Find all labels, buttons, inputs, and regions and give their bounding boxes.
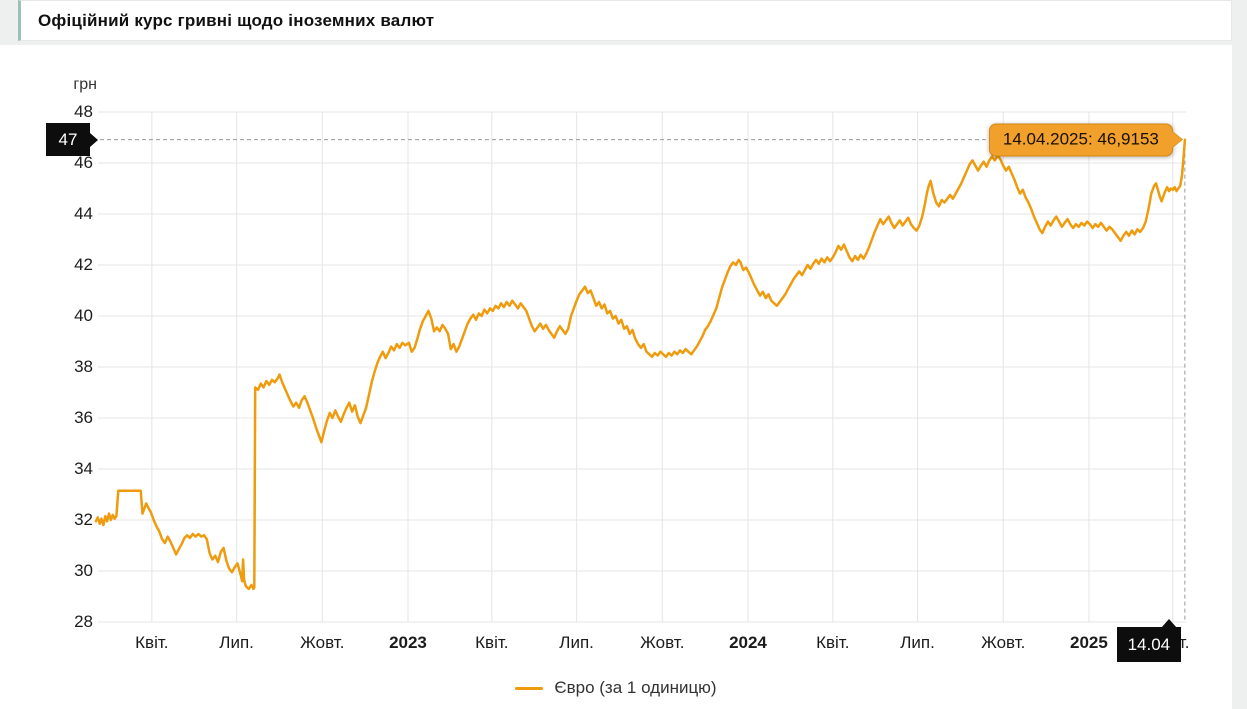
y-axis-tick: 32 <box>74 510 93 529</box>
y-axis-tick: 36 <box>74 408 93 427</box>
crosshair-x-label: 14.04 <box>1116 619 1181 662</box>
page-title: Офіційний курс гривні щодо іноземних вал… <box>38 10 435 30</box>
tooltip: 14.04.2025: 46,9153 <box>988 123 1173 157</box>
x-axis-tick: Квіт. <box>135 633 169 652</box>
y-axis-tick: 40 <box>74 306 93 325</box>
y-axis-unit-label: грн <box>73 76 97 93</box>
x-axis-tick: Квіт. <box>816 633 850 652</box>
x-axis-tick: Лип. <box>900 633 935 652</box>
y-axis-tick: 34 <box>74 459 93 478</box>
y-axis-tick: 48 <box>74 102 93 121</box>
x-axis-tick: 2023 <box>389 633 427 652</box>
x-axis-tick: Жовт. <box>640 633 685 652</box>
x-axis-tick: Лип. <box>559 633 594 652</box>
y-axis-tick: 44 <box>74 204 93 223</box>
x-axis-tick: Лип. <box>219 633 254 652</box>
y-axis-tick: 42 <box>74 255 93 274</box>
y-axis-tick: 30 <box>74 561 93 580</box>
x-axis-tick: Квіт. <box>475 633 509 652</box>
crosshair-y-label: 47 <box>46 123 98 157</box>
y-axis-tick: 46 <box>74 153 93 172</box>
legend-label: Євро (за 1 одиницю) <box>554 678 717 697</box>
y-axis-tick: 28 <box>74 612 93 631</box>
legend: Євро (за 1 одиницю) <box>0 678 1232 698</box>
x-axis-tick: Жовт. <box>981 633 1026 652</box>
x-axis-tick: 2025 <box>1070 633 1108 652</box>
legend-swatch-euro-line <box>515 686 544 690</box>
legend-item-euro[interactable]: Євро (за 1 одиницю) <box>515 678 717 698</box>
x-axis-tick: Жовт. <box>300 633 345 652</box>
x-axis-tick: 2024 <box>729 633 767 652</box>
header-card: Офіційний курс гривні щодо іноземних вал… <box>18 0 1232 41</box>
y-axis-tick: 38 <box>74 357 93 376</box>
